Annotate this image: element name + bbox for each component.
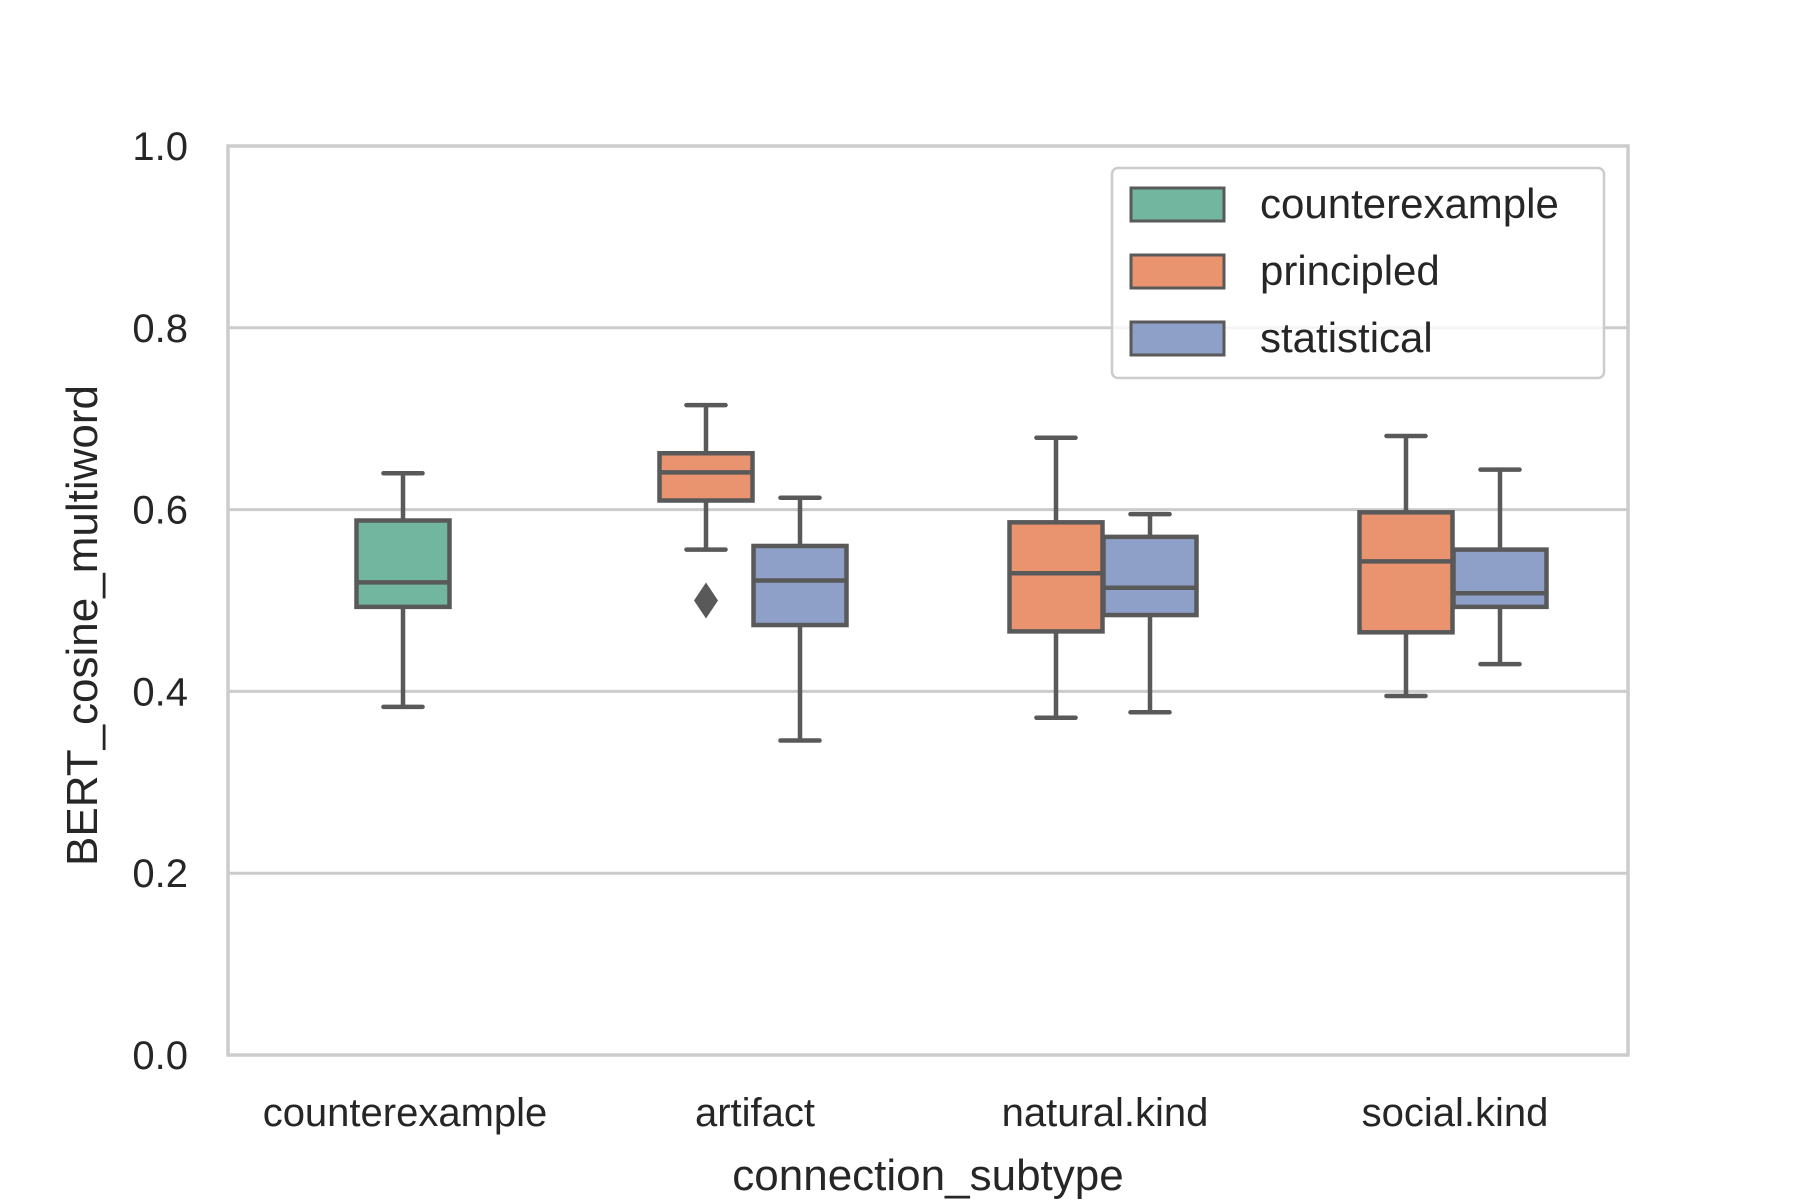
x-axis-title: connection_subtype (732, 1151, 1123, 1200)
legend: counterexample principled statistical (1110, 166, 1606, 380)
box-iqr (354, 518, 452, 610)
box-statistical-artifact (751, 495, 849, 743)
x-tick-label: social.kind (1362, 1091, 1549, 1135)
box-statistical-social.kind (1451, 467, 1549, 667)
y-tick-label: 0.6 (132, 489, 188, 533)
x-tick-label: artifact (695, 1091, 815, 1135)
box-iqr (1451, 547, 1549, 610)
box-principled-social.kind (1357, 433, 1455, 699)
legend-frame (1110, 166, 1606, 380)
box-iqr (1007, 520, 1105, 634)
y-tick-label: 1.0 (132, 125, 188, 169)
box-iqr (657, 450, 755, 503)
outlier-point (694, 582, 718, 619)
box-principled-artifact (657, 402, 755, 619)
y-axis-title: BERT_cosine_multiword (58, 385, 107, 866)
box-iqr (1101, 534, 1199, 618)
legend-swatch-statistical (1129, 320, 1226, 357)
plot-frame (226, 144, 1630, 1057)
y-tick-labels: 0.0 0.2 0.4 0.6 0.8 1.0 (132, 125, 188, 1078)
y-tick-label: 0.4 (132, 670, 188, 714)
box-counterexample-counterexample (354, 470, 452, 710)
legend-label-statistical: statistical (1260, 314, 1433, 361)
legend-swatch-principled (1129, 253, 1226, 290)
x-tick-labels: counterexample artifact natural.kind social… (263, 1091, 1549, 1135)
boxes (354, 402, 1549, 743)
x-tick-label: counterexample (263, 1091, 548, 1135)
legend-swatch-counterexample (1129, 186, 1226, 223)
legend-label-principled: principled (1260, 247, 1440, 294)
x-tick-label: natural.kind (1002, 1091, 1209, 1135)
y-tick-label: 0.0 (132, 1034, 188, 1078)
box-principled-natural.kind (1007, 435, 1105, 721)
box-iqr (751, 543, 849, 628)
y-tick-label: 0.8 (132, 307, 188, 351)
box-iqr (1357, 510, 1455, 635)
legend-label-counterexample: counterexample (1260, 180, 1559, 227)
y-tick-label: 0.2 (132, 852, 188, 896)
box-statistical-natural.kind (1101, 511, 1199, 715)
